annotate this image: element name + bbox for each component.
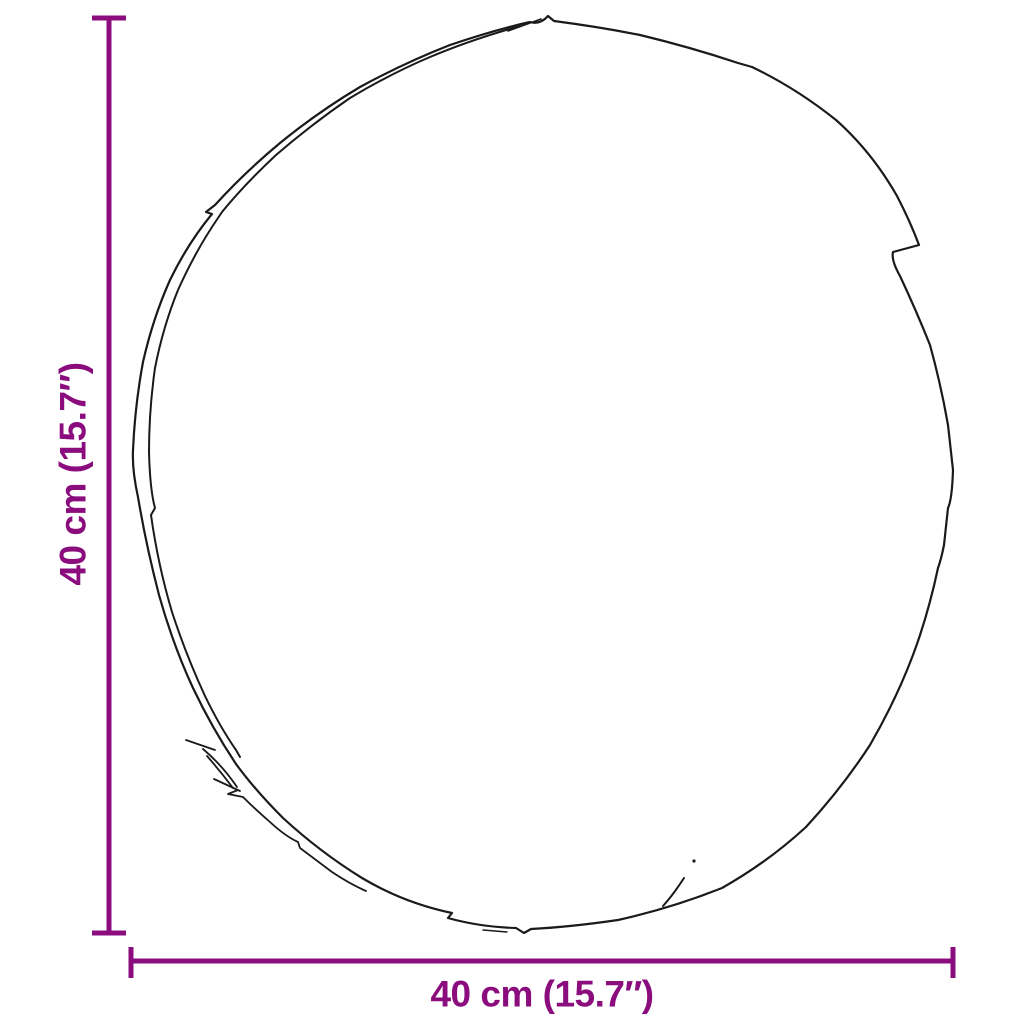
- fold-tick-line: [185, 739, 216, 751]
- fold-lens-lower: [206, 755, 234, 789]
- cushion-outline: [131, 14, 955, 935]
- fold-close-line: [213, 778, 241, 792]
- cushion-drawing: [131, 14, 955, 935]
- horizontal-dimension-line: [128, 947, 956, 978]
- bottom-seam-dash: [482, 929, 508, 933]
- top-seam-dash: [507, 18, 542, 32]
- vertical-dimension-line: [92, 15, 126, 936]
- fold-crease-line: [227, 789, 367, 892]
- fold-lens-upper: [202, 748, 238, 788]
- width-dimension-label: 40 cm (15.7″): [430, 973, 654, 1015]
- bottom-crease-line: [662, 877, 685, 907]
- fabric-dot: [692, 859, 696, 863]
- dimension-lines: [92, 15, 956, 978]
- cushion-seam-line: [148, 25, 521, 758]
- height-dimension-label: 40 cm (15.7″): [52, 362, 94, 586]
